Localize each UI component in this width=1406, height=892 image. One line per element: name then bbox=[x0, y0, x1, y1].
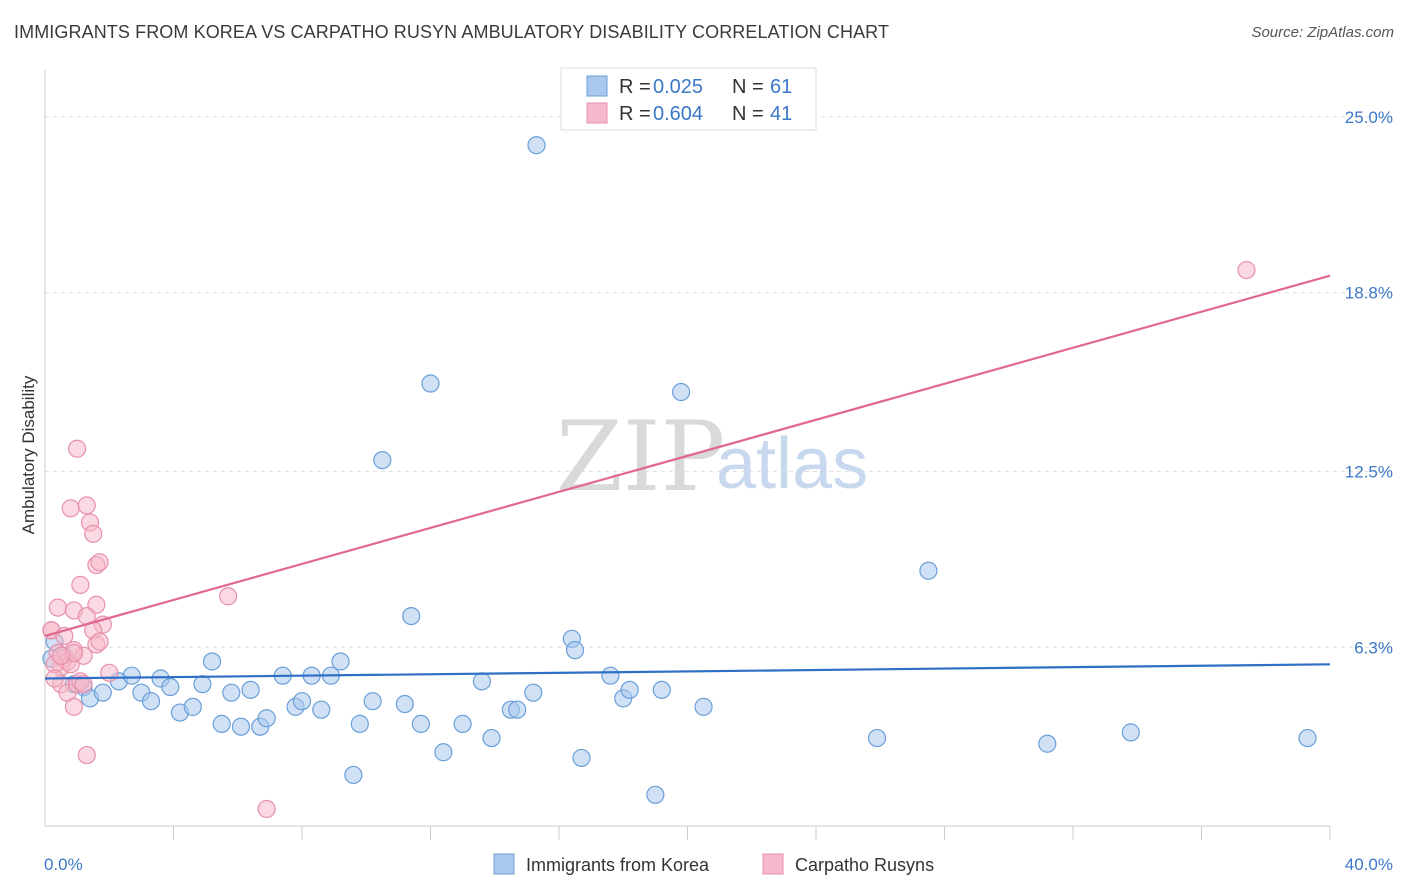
x-tick-label-max: 40.0% bbox=[1345, 855, 1393, 874]
watermark-atlas: atlas bbox=[716, 424, 868, 504]
point-korea bbox=[350, 714, 369, 733]
y-tick-label: 18.8% bbox=[1345, 284, 1393, 303]
point-korea bbox=[122, 666, 141, 685]
y-tick-label: 25.0% bbox=[1345, 108, 1393, 127]
trend-lines bbox=[44, 274, 1331, 680]
point-korea bbox=[241, 680, 260, 699]
legend-r-value-rusyn: 0.604 bbox=[653, 103, 703, 125]
point-rusyn bbox=[48, 598, 67, 617]
point-rusyn bbox=[51, 646, 71, 665]
x-ticks bbox=[173, 826, 1331, 840]
point-korea bbox=[312, 700, 331, 719]
point-korea bbox=[257, 709, 276, 728]
legend-n-value-rusyn: 41 bbox=[770, 103, 792, 125]
point-korea bbox=[565, 641, 585, 660]
y-tick-label: 12.5% bbox=[1345, 462, 1393, 481]
bottom-legend-label-korea: Immigrants from Korea bbox=[526, 855, 710, 875]
point-korea bbox=[202, 652, 222, 671]
point-rusyn bbox=[77, 745, 96, 765]
point-korea bbox=[867, 728, 887, 748]
chart-title: IMMIGRANTS FROM KOREA VS CARPATHO RUSYN … bbox=[14, 22, 890, 42]
legend-swatch-korea bbox=[586, 75, 608, 97]
trend-line-korea bbox=[44, 663, 1331, 680]
point-rusyn bbox=[1237, 260, 1256, 280]
point-korea bbox=[1298, 728, 1317, 748]
point-korea bbox=[694, 697, 713, 716]
point-korea bbox=[524, 683, 543, 702]
bottom-legend-label-rusyn: Carpatho Rusyns bbox=[795, 855, 934, 875]
point-korea bbox=[453, 714, 472, 733]
point-korea bbox=[919, 561, 938, 580]
point-korea bbox=[183, 697, 202, 716]
point-korea bbox=[671, 382, 691, 402]
legend-r-value-korea: 0.025 bbox=[653, 76, 703, 98]
point-korea bbox=[472, 672, 491, 691]
grid-lines bbox=[45, 116, 1392, 648]
point-korea bbox=[1038, 734, 1057, 753]
point-rusyn bbox=[74, 675, 93, 694]
point-korea bbox=[231, 717, 251, 736]
point-korea bbox=[652, 680, 671, 699]
legend-n-value-korea: 61 bbox=[770, 76, 792, 98]
point-korea bbox=[141, 692, 161, 711]
point-korea bbox=[572, 748, 591, 768]
bottom-legend: Immigrants from Korea Carpatho Rusyns bbox=[493, 853, 934, 875]
point-rusyn bbox=[64, 697, 84, 716]
trend-line-rusyn bbox=[44, 274, 1331, 638]
point-rusyn bbox=[77, 496, 96, 515]
legend-swatch-rusyn bbox=[586, 102, 608, 124]
point-rusyn bbox=[84, 524, 103, 543]
legend: R = 0.025 N = 61 R = 0.604 N = 41 bbox=[560, 67, 817, 131]
point-korea bbox=[434, 743, 453, 762]
point-korea bbox=[601, 666, 620, 685]
point-rusyn bbox=[90, 553, 109, 572]
legend-r-label-korea: R = bbox=[619, 76, 651, 98]
y-tick-label: 6.3% bbox=[1354, 638, 1393, 657]
point-rusyn bbox=[257, 799, 276, 819]
point-korea bbox=[344, 765, 363, 785]
point-korea bbox=[193, 675, 212, 694]
x-tick-label-min: 0.0% bbox=[44, 855, 83, 874]
point-korea bbox=[421, 374, 440, 393]
bottom-legend-swatch-korea bbox=[493, 853, 515, 875]
legend-n-label-korea: N = bbox=[732, 76, 764, 98]
point-korea bbox=[93, 683, 112, 702]
point-rusyn bbox=[90, 632, 109, 651]
point-korea bbox=[1121, 723, 1140, 742]
bottom-legend-swatch-rusyn bbox=[762, 853, 784, 875]
point-korea bbox=[331, 652, 350, 671]
source-note: Source: ZipAtlas.com bbox=[1251, 24, 1394, 41]
point-korea bbox=[482, 728, 501, 748]
point-korea bbox=[402, 606, 421, 626]
point-korea bbox=[161, 677, 180, 697]
point-rusyn bbox=[219, 587, 238, 606]
point-korea bbox=[646, 785, 665, 804]
series-rusyn-points bbox=[42, 260, 1256, 819]
watermark-zip: ZIP bbox=[556, 401, 725, 513]
point-rusyn bbox=[68, 439, 87, 458]
point-korea bbox=[212, 714, 231, 733]
point-korea bbox=[620, 680, 639, 699]
point-korea bbox=[527, 136, 546, 155]
point-korea bbox=[292, 692, 312, 711]
legend-r-label-rusyn: R = bbox=[619, 103, 651, 125]
point-korea bbox=[395, 694, 414, 714]
point-korea bbox=[363, 692, 382, 711]
legend-n-label-rusyn: N = bbox=[732, 103, 764, 125]
y-axis-label: Ambulatory Disability bbox=[19, 375, 38, 534]
y-tick-labels: 6.3% 12.5% 18.8% 25.0% bbox=[1345, 108, 1393, 657]
point-rusyn bbox=[71, 575, 90, 594]
point-rusyn bbox=[61, 499, 80, 518]
point-korea bbox=[222, 683, 241, 702]
point-korea bbox=[411, 714, 430, 733]
point-korea bbox=[373, 450, 392, 470]
point-korea bbox=[508, 700, 527, 719]
